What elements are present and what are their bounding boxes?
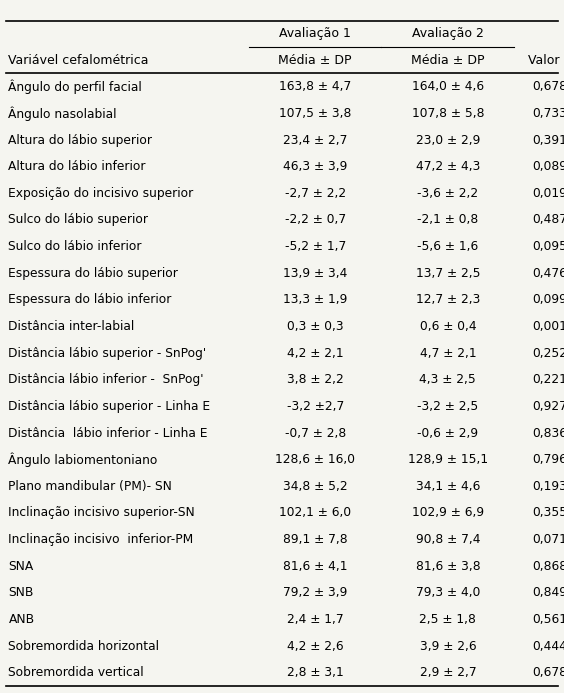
Text: 2,9 ± 2,7: 2,9 ± 2,7 [420,666,476,679]
Text: Sobremordida vertical: Sobremordida vertical [8,666,144,679]
Text: 0,836: 0,836 [532,426,564,439]
Text: 0,391: 0,391 [532,134,564,146]
Text: Distância inter-labial: Distância inter-labial [8,320,135,333]
Text: Inclinação incisivo superior-SN: Inclinação incisivo superior-SN [8,507,195,520]
Text: -2,2 ± 0,7: -2,2 ± 0,7 [285,213,346,227]
Text: ANB: ANB [8,613,34,626]
Text: 128,6 ± 16,0: 128,6 ± 16,0 [275,453,355,466]
Text: 0,095: 0,095 [532,240,564,253]
Text: 0,561: 0,561 [532,613,564,626]
Text: Ângulo do perfil facial: Ângulo do perfil facial [8,80,142,94]
Text: -3,2 ±2,7: -3,2 ±2,7 [287,400,344,413]
Text: 0,193: 0,193 [532,480,564,493]
Text: Avaliação 2: Avaliação 2 [412,28,484,40]
Text: 0,099: 0,099 [532,293,564,306]
Text: 47,2 ± 4,3: 47,2 ± 4,3 [416,160,480,173]
Text: 102,1 ± 6,0: 102,1 ± 6,0 [279,507,351,520]
Text: 0,6 ± 0,4: 0,6 ± 0,4 [420,320,476,333]
Text: 0,221: 0,221 [532,374,564,386]
Text: Avaliação 1: Avaliação 1 [279,28,351,40]
Text: 89,1 ± 7,8: 89,1 ± 7,8 [283,533,347,546]
Text: 0,019: 0,019 [532,187,564,200]
Text: 90,8 ± 7,4: 90,8 ± 7,4 [416,533,480,546]
Text: 102,9 ± 6,9: 102,9 ± 6,9 [412,507,484,520]
Text: Inclinação incisivo  inferior-PM: Inclinação incisivo inferior-PM [8,533,193,546]
Text: 4,2 ± 2,1: 4,2 ± 2,1 [287,346,343,360]
Text: Sobremordida horizontal: Sobremordida horizontal [8,640,160,653]
Text: 0,001: 0,001 [532,320,564,333]
Text: Ângulo nasolabial: Ângulo nasolabial [8,106,117,121]
Text: 81,6 ± 4,1: 81,6 ± 4,1 [283,560,347,572]
Text: 0,3 ± 0,3: 0,3 ± 0,3 [287,320,343,333]
Text: Sulco do lábio inferior: Sulco do lábio inferior [8,240,142,253]
Text: 0,796: 0,796 [532,453,564,466]
Text: 0,849: 0,849 [532,586,564,599]
Text: -3,6 ± 2,2: -3,6 ± 2,2 [417,187,478,200]
Text: SNA: SNA [8,560,34,572]
Text: 46,3 ± 3,9: 46,3 ± 3,9 [283,160,347,173]
Text: 0,476: 0,476 [532,267,564,280]
Text: 2,4 ± 1,7: 2,4 ± 1,7 [287,613,343,626]
Text: Distância lábio superior - Linha E: Distância lábio superior - Linha E [8,400,210,413]
Text: -5,2 ± 1,7: -5,2 ± 1,7 [285,240,346,253]
Text: 3,9 ± 2,6: 3,9 ± 2,6 [420,640,476,653]
Text: -5,6 ± 1,6: -5,6 ± 1,6 [417,240,478,253]
Text: Ângulo labiomentoniano: Ângulo labiomentoniano [8,453,158,467]
Text: -0,6 ± 2,9: -0,6 ± 2,9 [417,426,478,439]
Text: -2,1 ± 0,8: -2,1 ± 0,8 [417,213,478,227]
Text: Variável cefalométrica: Variável cefalométrica [8,54,149,67]
Text: 81,6 ± 3,8: 81,6 ± 3,8 [416,560,480,572]
Text: 128,9 ± 15,1: 128,9 ± 15,1 [408,453,488,466]
Text: 13,7 ± 2,5: 13,7 ± 2,5 [416,267,480,280]
Text: 0,487: 0,487 [532,213,564,227]
Text: 3,8 ± 2,2: 3,8 ± 2,2 [287,374,343,386]
Text: 23,4 ± 2,7: 23,4 ± 2,7 [283,134,347,146]
Text: 34,1 ± 4,6: 34,1 ± 4,6 [416,480,480,493]
Text: 0,927: 0,927 [532,400,564,413]
Text: 0,678: 0,678 [532,666,564,679]
Text: 164,0 ± 4,6: 164,0 ± 4,6 [412,80,484,94]
Text: 4,2 ± 2,6: 4,2 ± 2,6 [287,640,343,653]
Text: Média ± DP: Média ± DP [411,54,484,67]
Text: 107,5 ± 3,8: 107,5 ± 3,8 [279,107,351,120]
Text: Distância  lábio inferior - Linha E: Distância lábio inferior - Linha E [8,426,208,439]
Text: 107,8 ± 5,8: 107,8 ± 5,8 [412,107,484,120]
Text: 2,5 ± 1,8: 2,5 ± 1,8 [420,613,476,626]
Text: -2,7 ± 2,2: -2,7 ± 2,2 [285,187,346,200]
Text: -0,7 ± 2,8: -0,7 ± 2,8 [285,426,346,439]
Text: 4,7 ± 2,1: 4,7 ± 2,1 [420,346,476,360]
Text: 4,3 ± 2,5: 4,3 ± 2,5 [420,374,476,386]
Text: 12,7 ± 2,3: 12,7 ± 2,3 [416,293,480,306]
Text: 34,8 ± 5,2: 34,8 ± 5,2 [283,480,347,493]
Text: Média ± DP: Média ± DP [279,54,352,67]
Text: Plano mandibular (PM)- SN: Plano mandibular (PM)- SN [8,480,173,493]
Text: 0,868: 0,868 [532,560,564,572]
Text: 0,678: 0,678 [532,80,564,94]
Text: Altura do lábio superior: Altura do lábio superior [8,134,152,146]
Text: 0,444: 0,444 [532,640,564,653]
Text: Exposição do incisivo superior: Exposição do incisivo superior [8,187,193,200]
Text: 2,8 ± 3,1: 2,8 ± 3,1 [287,666,343,679]
Text: 0,089: 0,089 [532,160,564,173]
Text: 23,0 ± 2,9: 23,0 ± 2,9 [416,134,480,146]
Text: Espessura do lábio superior: Espessura do lábio superior [8,267,178,280]
Text: Distância lábio inferior -  SnPog': Distância lábio inferior - SnPog' [8,374,204,386]
Text: 79,2 ± 3,9: 79,2 ± 3,9 [283,586,347,599]
Text: SNB: SNB [8,586,34,599]
Text: 163,8 ± 4,7: 163,8 ± 4,7 [279,80,351,94]
Text: 13,3 ± 1,9: 13,3 ± 1,9 [283,293,347,306]
Text: 0,071: 0,071 [532,533,564,546]
Text: Valor p: Valor p [528,54,564,67]
Text: Altura do lábio inferior: Altura do lábio inferior [8,160,146,173]
Text: Sulco do lábio superior: Sulco do lábio superior [8,213,148,227]
Text: Espessura do lábio inferior: Espessura do lábio inferior [8,293,172,306]
Text: -3,2 ± 2,5: -3,2 ± 2,5 [417,400,478,413]
Text: 79,3 ± 4,0: 79,3 ± 4,0 [416,586,480,599]
Text: Distância lábio superior - SnPog': Distância lábio superior - SnPog' [8,346,206,360]
Text: 0,733: 0,733 [532,107,564,120]
Text: 13,9 ± 3,4: 13,9 ± 3,4 [283,267,347,280]
Text: 0,252: 0,252 [532,346,564,360]
Text: 0,355: 0,355 [532,507,564,520]
